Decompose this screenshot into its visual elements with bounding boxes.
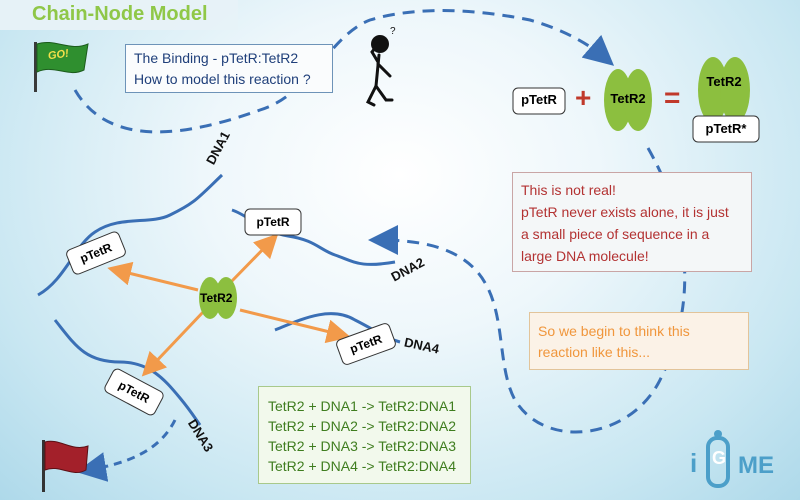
tetr2-protein-equation <box>604 69 652 131</box>
svg-text:?: ? <box>390 26 396 37</box>
note-line-3: a small piece of sequence in a <box>521 226 710 242</box>
page-title: Chain-Node Model <box>0 0 238 30</box>
eq-ptetr-label: pTetR <box>521 92 557 107</box>
begin-box: So we begin to think this reaction like … <box>529 312 749 370</box>
flow-arrow-1 <box>73 9 615 134</box>
center-tetr2-label: TetR2 <box>200 291 233 305</box>
reaction-line: TetR2 + DNA4 -> TetR2:DNA4 <box>268 458 457 474</box>
thinking-figure-icon: ? <box>365 26 396 107</box>
page-title-text: Chain-Node Model <box>32 3 208 25</box>
reaction-line: TetR2 + DNA3 -> TetR2:DNA3 <box>268 438 457 454</box>
begin-line-1: So we begin to think this <box>538 323 690 339</box>
dna1-strand <box>37 173 224 297</box>
eq-plus-sign: + <box>575 82 592 113</box>
ptetr-node-1 <box>66 231 126 275</box>
ptetr-node-3 <box>104 368 164 416</box>
note-line-1: This is not real! <box>521 182 616 198</box>
ptetr-node-2 <box>244 208 302 236</box>
igame-logo-icon <box>706 430 730 488</box>
begin-line-2: reaction like this... <box>538 344 651 360</box>
arrow-to-node-4 <box>239 308 351 344</box>
question-line-2: How to model this reaction ? <box>134 71 311 87</box>
note-line-2: pTetR never exists alone, it is just <box>521 204 729 220</box>
ptetr-result-box <box>692 115 760 143</box>
igame-logo-i: i <box>690 448 698 478</box>
ptetr-eq-left-box <box>512 87 566 115</box>
go-flag-icon <box>34 42 89 92</box>
note-box: This is not real! pTetR never exists alo… <box>512 172 752 272</box>
tetr2-protein-result <box>698 57 750 123</box>
arrow-to-node-2 <box>228 233 279 285</box>
ptetr-node-2-label: pTetR <box>256 215 290 229</box>
eq-result-ptetr-label: pTetR* <box>705 121 747 136</box>
arrow-to-node-3 <box>141 308 207 377</box>
eq-tetr2-label: TetR2 <box>610 91 646 106</box>
finish-flag-icon <box>42 440 89 492</box>
tetr2-protein-center <box>199 277 237 319</box>
flow-arrow-3 <box>76 419 177 482</box>
flow-arrow-2 <box>368 147 687 434</box>
ptetr-node-4 <box>336 323 396 365</box>
dna3-strand <box>53 319 202 426</box>
arrow-to-node-1 <box>107 261 199 292</box>
igame-logo-me: ME <box>738 452 774 479</box>
eq-result-tetr2-label: TetR2 <box>706 74 742 89</box>
eq-equals-sign: = <box>664 82 681 113</box>
note-line-4: large DNA molecule! <box>521 248 649 264</box>
reaction-line: TetR2 + DNA2 -> TetR2:DNA2 <box>268 418 457 434</box>
reaction-line: TetR2 + DNA1 -> TetR2:DNA1 <box>268 398 457 414</box>
question-box: The Binding - pTetR:TetR2 How to model t… <box>125 44 333 93</box>
igame-logo-g: G <box>712 448 727 468</box>
reactions-box: TetR2 + DNA1 -> TetR2:DNA1 TetR2 + DNA2 … <box>258 386 471 484</box>
question-line-1: The Binding - pTetR:TetR2 <box>134 50 299 66</box>
